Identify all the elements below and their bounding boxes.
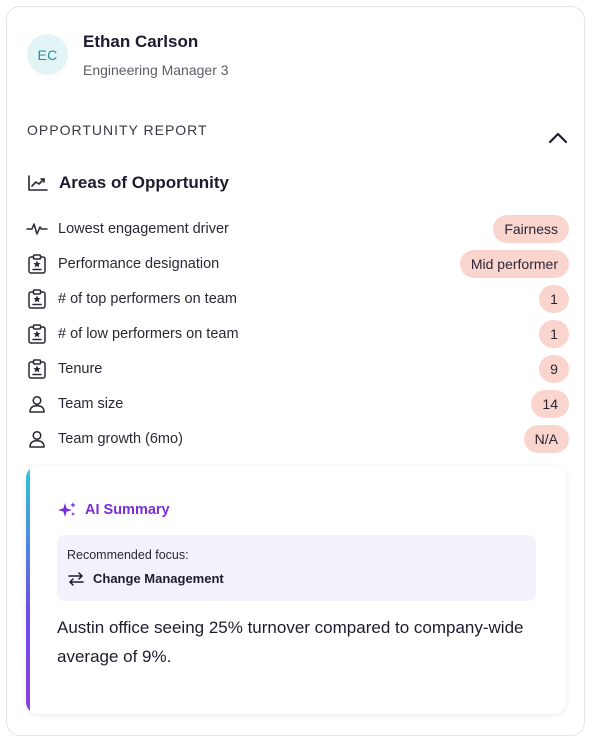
list-item: # of low performers on team 1 bbox=[25, 316, 569, 351]
metric-label: Tenure bbox=[58, 360, 103, 377]
list-item: # of top performers on team 1 bbox=[25, 281, 569, 316]
list-item: Tenure 9 bbox=[25, 351, 569, 386]
section-heading: OPPORTUNITY REPORT bbox=[27, 122, 208, 138]
ai-summary-card: AI Summary Recommended focus: Change Man… bbox=[26, 466, 566, 714]
trend-chart-icon bbox=[28, 175, 48, 191]
clipboard-star-icon bbox=[25, 358, 49, 380]
focus-label: Recommended focus: bbox=[67, 548, 189, 562]
metric-value-badge: 9 bbox=[539, 355, 569, 383]
metric-value-badge: 14 bbox=[531, 390, 569, 418]
ai-summary-heading: AI Summary bbox=[57, 501, 170, 519]
metrics-list: Lowest engagement driver Fairness Perfor… bbox=[25, 211, 569, 456]
list-item: Lowest engagement driver Fairness bbox=[25, 211, 569, 246]
sparkle-icon bbox=[58, 502, 76, 517]
swap-arrows-icon bbox=[68, 571, 84, 586]
avatar: EC bbox=[27, 34, 68, 75]
metric-label: Team growth (6mo) bbox=[58, 430, 183, 447]
avatar-initials: EC bbox=[37, 46, 58, 63]
metric-label: Team size bbox=[58, 395, 124, 412]
metric-value-badge: Mid performer bbox=[459, 250, 569, 278]
list-item: Team size 14 bbox=[25, 386, 569, 421]
list-item: Performance designation Mid performer bbox=[25, 246, 569, 281]
metric-value-badge: 1 bbox=[539, 285, 569, 313]
ai-summary-text: Austin office seeing 25% turnover compar… bbox=[57, 618, 524, 666]
clipboard-star-icon bbox=[25, 253, 49, 275]
focus-value: Change Management bbox=[67, 571, 224, 586]
ai-summary-title: AI Summary bbox=[85, 502, 170, 518]
employee-role: Engineering Manager 3 bbox=[83, 62, 229, 78]
clipboard-star-icon bbox=[25, 288, 49, 310]
recommended-focus-box: Recommended focus: Change Management bbox=[57, 535, 536, 601]
metric-value-badge: N/A bbox=[523, 425, 569, 453]
focus-value-text: Change Management bbox=[93, 571, 224, 586]
clipboard-star-icon bbox=[25, 323, 49, 345]
person-icon bbox=[25, 428, 49, 450]
chevron-up-icon bbox=[548, 132, 568, 144]
metric-value-badge: Fairness bbox=[493, 215, 569, 243]
metric-value-badge: 1 bbox=[539, 320, 569, 348]
areas-title: Areas of Opportunity bbox=[59, 173, 230, 192]
metric-label: Performance designation bbox=[58, 255, 220, 272]
list-item: Team growth (6mo) N/A bbox=[25, 421, 569, 456]
metric-label: # of low performers on team bbox=[58, 325, 239, 342]
collapse-button[interactable] bbox=[545, 125, 571, 151]
accent-bar bbox=[26, 466, 30, 714]
pulse-icon bbox=[25, 218, 49, 240]
person-icon bbox=[25, 393, 49, 415]
metric-label: Lowest engagement driver bbox=[58, 220, 229, 237]
employee-name: Ethan Carlson bbox=[83, 32, 199, 51]
metric-label: # of top performers on team bbox=[58, 290, 237, 307]
areas-of-opportunity-heading: Areas of Opportunity bbox=[27, 171, 229, 195]
